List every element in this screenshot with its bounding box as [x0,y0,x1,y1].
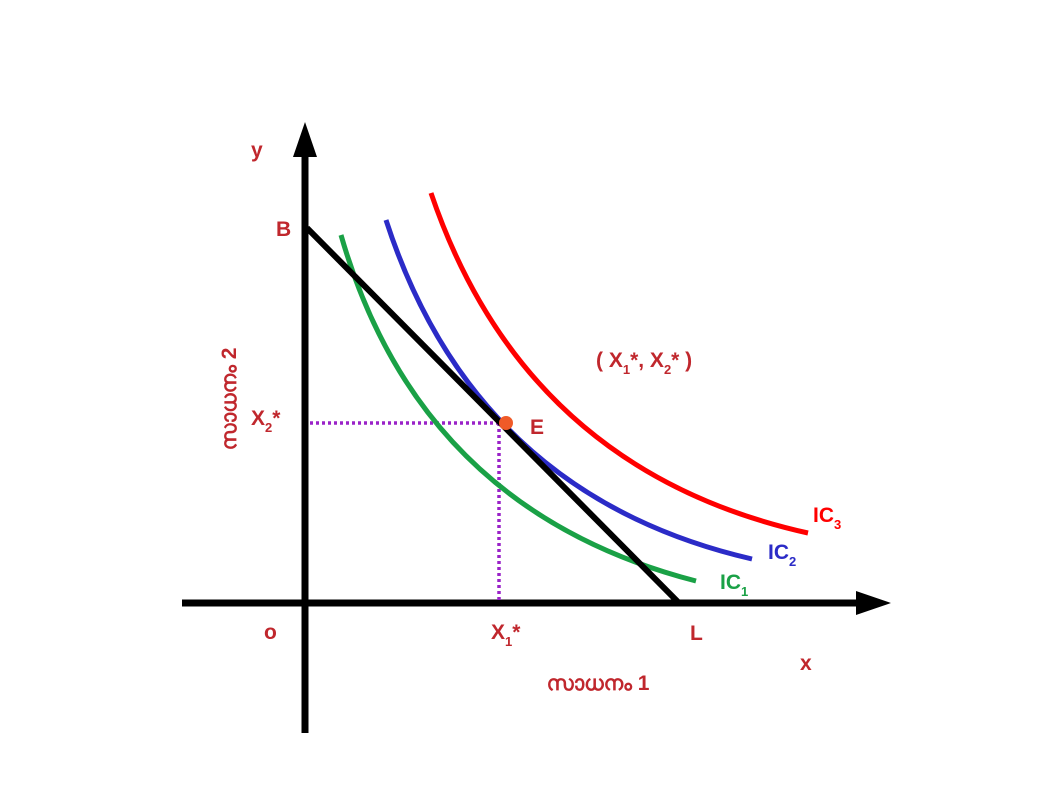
budget-y-intercept-label: B [276,218,291,241]
x-star-label: X1* [491,621,521,649]
indifference-curve-ic3 [428,192,809,536]
budget-line [304,225,682,606]
y-axis-title: സാധനം 2 [218,348,241,451]
origin-label: o [264,621,277,644]
x-axis-name: x [800,652,812,675]
ic2-label: IC2 [768,541,796,569]
x-axis-title: സാധനം 1 [547,672,650,695]
y-star-label: X2* [251,407,281,435]
y-axis-arrowhead [293,122,317,157]
equilibrium-coordinates: ( X1*, X2* ) [596,349,692,377]
equilibrium-point-marker [499,416,513,430]
indifference-curve-ic2 [383,219,753,562]
ic3-label: IC3 [813,504,841,532]
y-axis-name: y [251,139,263,162]
ic1-label: IC1 [720,571,748,599]
budget-x-intercept-label: L [690,622,703,645]
equilibrium-label: E [530,416,544,439]
x-axis-arrowhead [856,591,891,615]
indifference-curve-ic1 [338,234,697,584]
